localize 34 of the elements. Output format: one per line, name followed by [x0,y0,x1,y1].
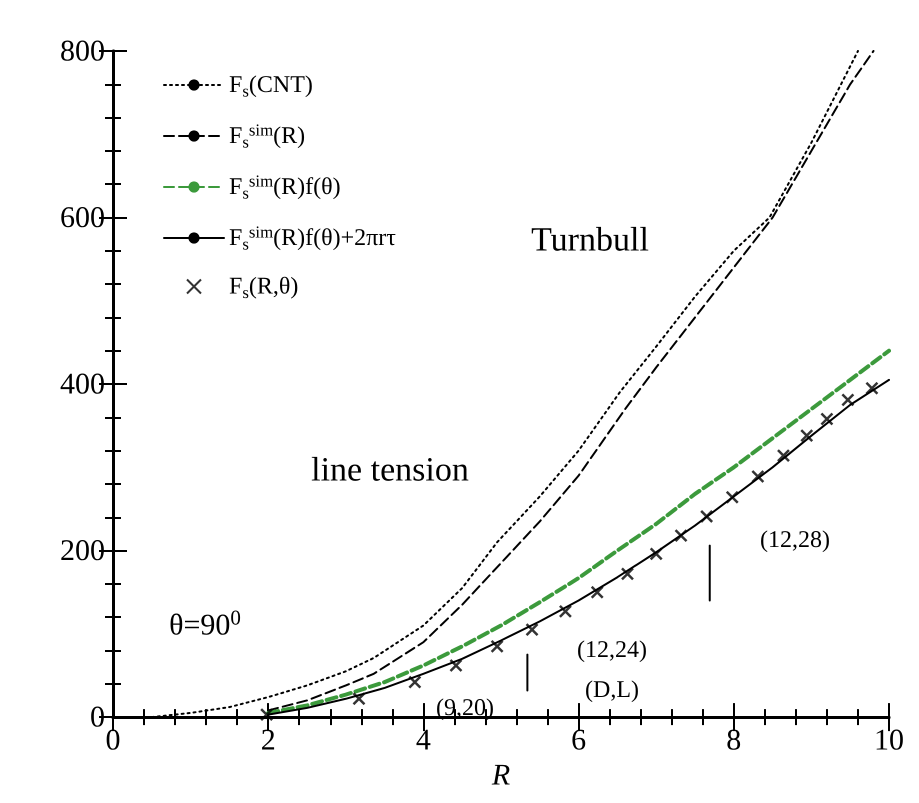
point [649,547,663,561]
point [620,567,634,581]
point [841,393,855,407]
annotation: (12,28) [760,527,830,553]
point [260,708,274,722]
point [700,510,714,524]
y-tick-label: 800 [60,34,105,68]
point [674,528,688,542]
point [776,448,790,462]
point [865,381,879,395]
annotation: line tension [311,452,469,488]
annotation: (D,L) [585,677,639,703]
x-tick-label: 6 [571,724,586,757]
point [726,490,739,504]
point [352,692,366,706]
x-tick-label: 4 [416,724,431,757]
y-tick-label: 600 [60,201,105,234]
annotation: (12,24) [577,637,647,663]
point [820,412,834,426]
point [449,658,463,672]
point [525,622,539,636]
point [490,640,504,654]
x-tick-label: 8 [726,724,742,757]
point [408,675,422,689]
point [751,470,765,484]
y-tick-label: 400 [60,368,105,401]
annotation: Turnbull [531,222,649,258]
x-axis-title: R [490,758,510,792]
point [558,604,572,618]
x-tick-label: 10 [874,724,904,757]
point [800,428,814,442]
x-tick-label: 2 [260,724,276,757]
point [590,585,604,599]
y-tick-label: 200 [60,534,105,568]
